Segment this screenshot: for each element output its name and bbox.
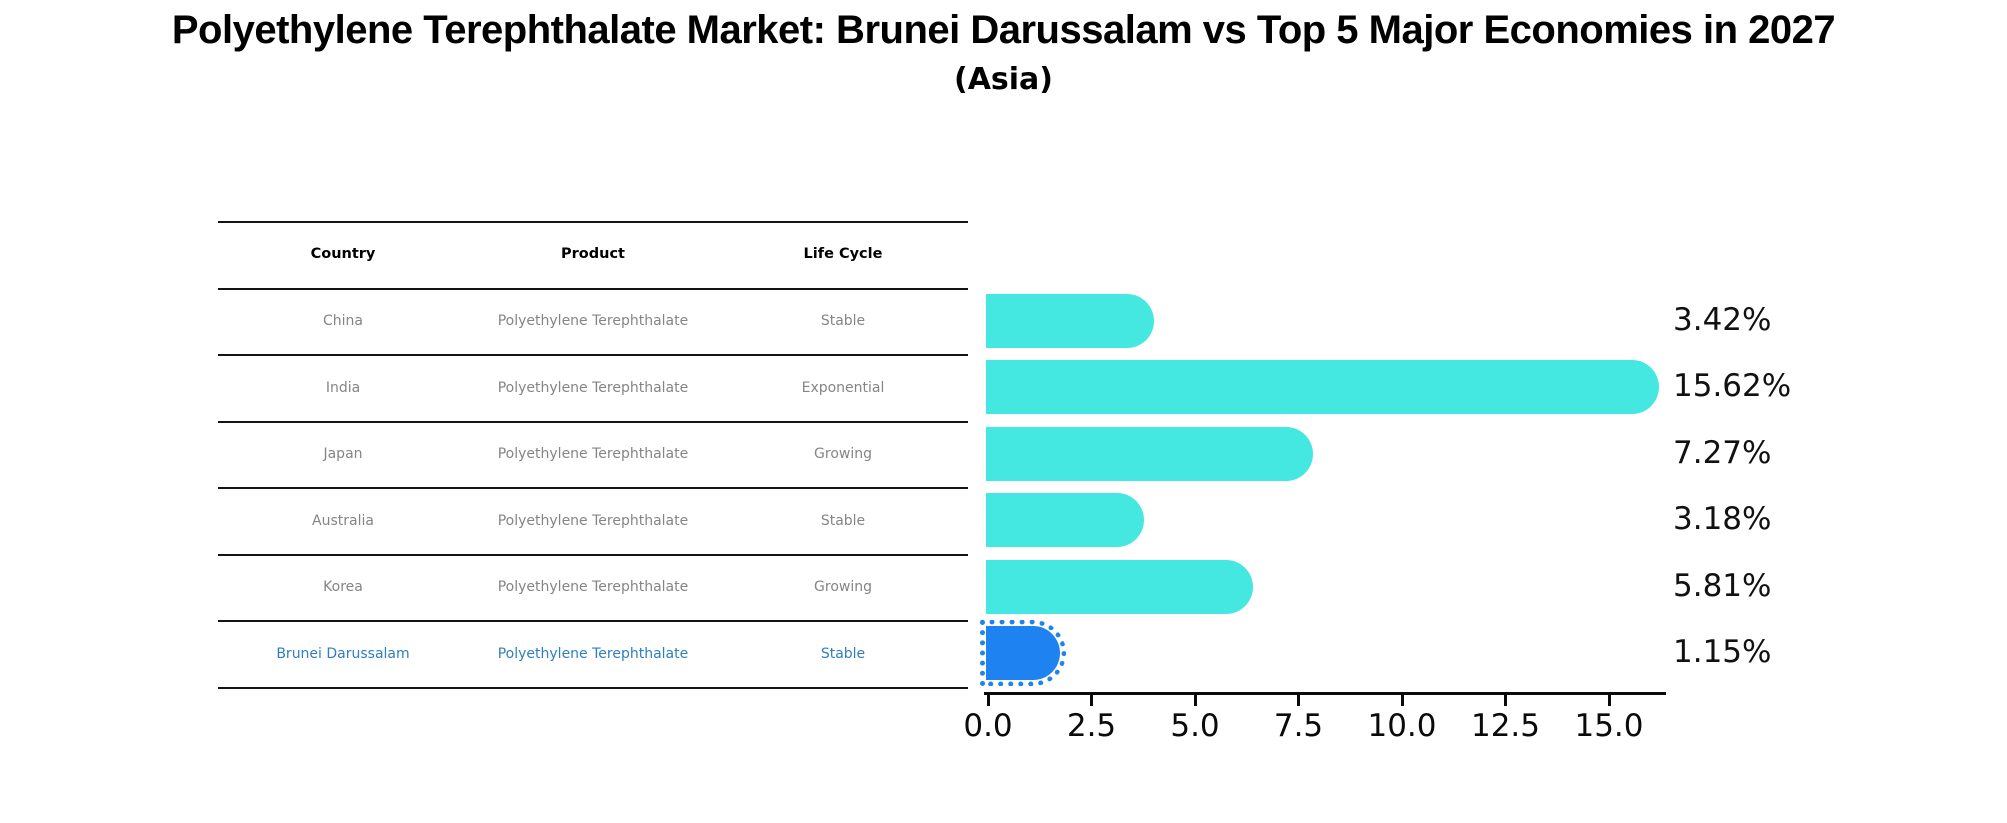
table-cell-country: Japan	[323, 446, 363, 463]
bar-japan	[986, 426, 1313, 481]
table-header-country: Country	[310, 246, 376, 263]
chart-subtitle: (Asia)	[953, 62, 1054, 97]
table-row-brunei-darussalam: Brunei Darussalam Polyethylene Terephthal…	[218, 622, 968, 689]
table-cell-product: Polyethylene Terephthalate	[497, 379, 689, 396]
bar-china	[986, 293, 1154, 348]
x-axis-tick-label: 7.5	[1273, 708, 1324, 744]
table-cell-country: India	[325, 379, 361, 396]
x-axis-tick	[1297, 695, 1300, 706]
bar-brunei-darussalam	[980, 620, 1066, 687]
chart-title: Polyethylene Terephthalate Market: Brune…	[171, 8, 1836, 52]
table-cell-country: China	[323, 313, 363, 330]
bar-korea	[986, 559, 1253, 614]
table-cell-life-cycle: Exponential	[801, 379, 885, 396]
x-axis-tick-label: 10.0	[1367, 708, 1437, 744]
x-axis-tick	[1607, 695, 1611, 706]
table-cell-country: Australia	[312, 512, 374, 529]
table-cell-life-cycle: Stable	[820, 512, 866, 529]
table-row-japan: Japan Polyethylene Terephthalate Growing	[218, 423, 968, 489]
table-cell-life-cycle: Stable	[820, 645, 866, 662]
table-cell-life-cycle: Stable	[820, 313, 866, 330]
table-row-australia: Australia Polyethylene Terephthalate Stabl…	[218, 489, 968, 556]
table-cell-product: Polyethylene Terephthalate	[497, 645, 689, 662]
table-header-row: Country Product Life Cycle	[218, 223, 968, 290]
table-row-india: India Polyethylene Terephthalate Exponenti…	[218, 356, 968, 423]
value-label-brunei-darussalam: 1.15%	[1673, 634, 1772, 671]
table-header-life-cycle: Life Cycle	[803, 246, 883, 263]
value-label-india: 15.62%	[1673, 368, 1792, 405]
x-axis-tick	[1400, 695, 1404, 706]
x-axis-tick	[1090, 695, 1093, 706]
table-cell-country: Korea	[323, 579, 363, 596]
x-axis-tick-label: 15.0	[1574, 708, 1644, 744]
x-axis-line	[984, 692, 1666, 695]
x-axis-tick-label: 12.5	[1470, 708, 1541, 744]
table-cell-country: Brunei Darussalam	[276, 645, 410, 662]
bar-india	[986, 360, 1659, 415]
table-cell-product: Polyethylene Terephthalate	[497, 579, 689, 596]
x-axis-tick	[1504, 695, 1507, 706]
table-cell-product: Polyethylene Terephthalate	[497, 446, 689, 463]
table-row-china: China Polyethylene Terephthalate Stable	[218, 290, 968, 356]
x-axis-tick-label: 2.5	[1066, 708, 1117, 744]
value-label-japan: 7.27%	[1673, 434, 1772, 471]
x-axis-tick-label: 5.0	[1170, 708, 1220, 744]
value-label-china: 3.42%	[1673, 301, 1772, 338]
x-axis-tick	[986, 695, 990, 706]
value-label-australia: 3.18%	[1673, 501, 1772, 538]
table-cell-product: Polyethylene Terephthalate	[497, 512, 689, 529]
table-row-korea: Korea Polyethylene Terephthalate Growing	[218, 556, 968, 622]
table-header-product: Product	[561, 246, 625, 263]
x-axis-tick	[1193, 695, 1197, 706]
country-table: Country Product Life Cycle China Polyethy…	[218, 221, 968, 689]
table-cell-life-cycle: Growing	[814, 446, 872, 463]
table-cell-product: Polyethylene Terephthalate	[497, 313, 689, 330]
table-cell-life-cycle: Growing	[814, 579, 872, 596]
x-axis-tick-label: 0.0	[963, 708, 1013, 744]
value-label-korea: 5.81%	[1673, 567, 1772, 604]
bar-australia	[986, 493, 1144, 548]
